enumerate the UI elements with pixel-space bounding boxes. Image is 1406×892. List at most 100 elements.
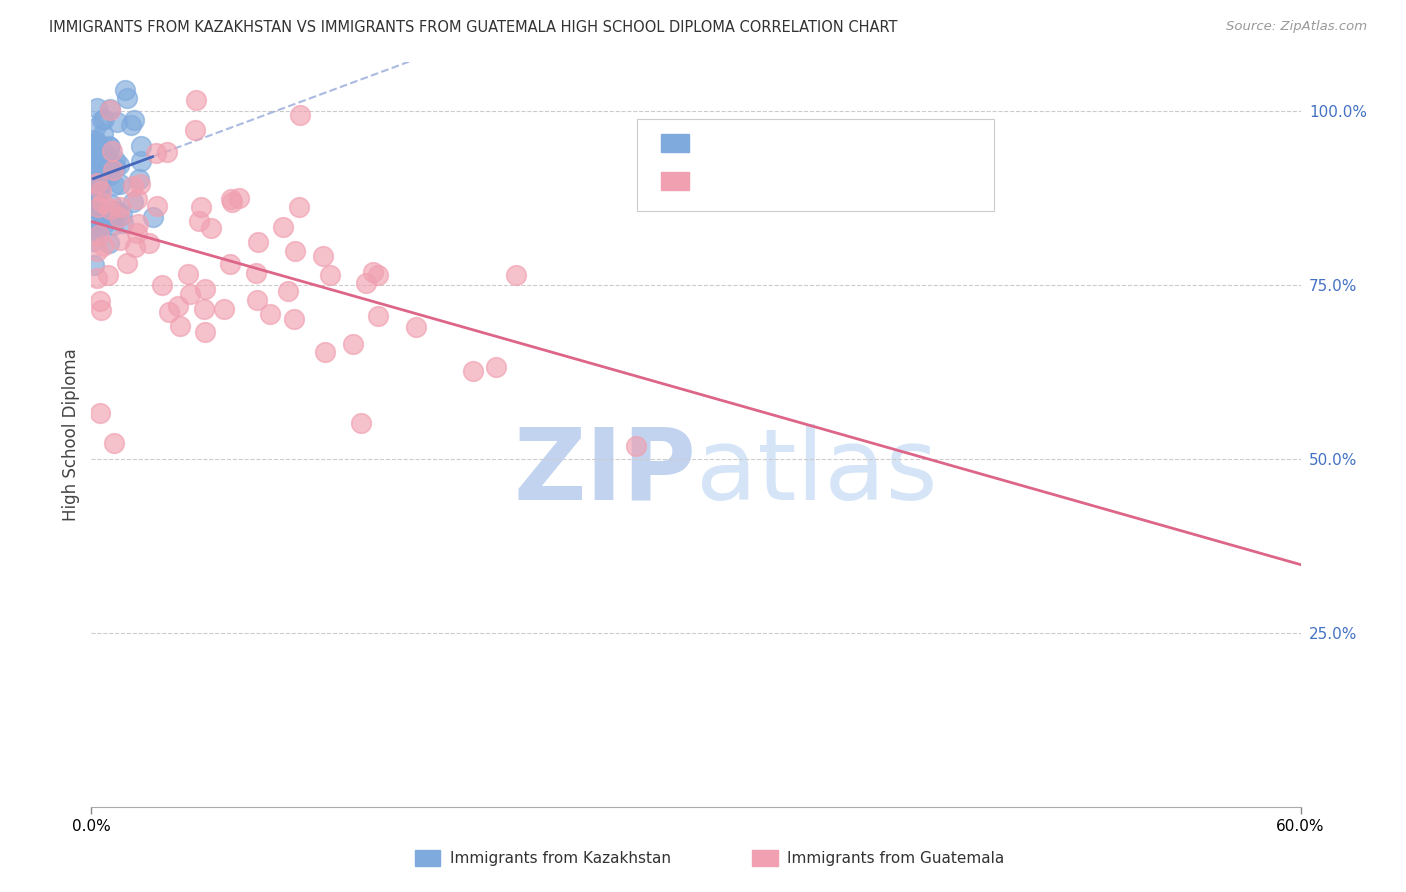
Point [108, 200, 131, 214]
Point [179, 286, 201, 301]
Point [221, 192, 243, 206]
Point [129, 139, 152, 153]
Point [138, 235, 160, 250]
Point [93, 146, 115, 161]
Point [128, 172, 150, 186]
Point [84, 173, 107, 187]
Point [86, 192, 108, 206]
Point [91, 127, 114, 141]
Point [245, 266, 267, 280]
Point [626, 439, 648, 453]
Point [108, 211, 131, 225]
Point [177, 267, 200, 281]
Point [367, 268, 389, 282]
Point [82, 178, 104, 193]
Point [98, 168, 121, 182]
Point [89, 407, 111, 421]
Text: Immigrants from Kazakhstan: Immigrants from Kazakhstan [450, 851, 671, 865]
Point [82, 163, 104, 178]
Point [405, 319, 427, 334]
Point [290, 108, 312, 122]
Point [98, 103, 121, 117]
Point [86, 270, 108, 285]
Point [141, 210, 163, 224]
Text: R =: R = [700, 172, 740, 190]
Point [82, 234, 104, 248]
Point [91, 112, 114, 127]
Point [82, 202, 104, 216]
Point [319, 268, 342, 282]
Point [129, 178, 152, 192]
Point [83, 194, 105, 208]
Point [87, 154, 110, 169]
Point [461, 364, 484, 378]
Point [82, 156, 104, 170]
Point [84, 191, 107, 205]
Point [83, 138, 105, 153]
Point [194, 282, 217, 296]
Point [91, 239, 114, 253]
Point [94, 154, 117, 169]
Point [82, 212, 104, 227]
Y-axis label: High School Diploma: High School Diploma [62, 349, 80, 521]
Text: IMMIGRANTS FROM KAZAKHSTAN VS IMMIGRANTS FROM GUATEMALA HIGH SCHOOL DIPLOMA CORR: IMMIGRANTS FROM KAZAKHSTAN VS IMMIGRANTS… [49, 20, 897, 35]
Point [83, 186, 105, 201]
Point [214, 302, 236, 317]
Point [101, 218, 124, 232]
Point [105, 115, 128, 129]
Point [83, 185, 105, 199]
Point [90, 155, 112, 169]
Point [89, 169, 111, 184]
Text: Immigrants from Guatemala: Immigrants from Guatemala [787, 851, 1005, 865]
Text: 74: 74 [848, 172, 870, 190]
Point [103, 178, 125, 192]
Point [83, 184, 105, 198]
Point [127, 226, 149, 240]
Point [246, 235, 269, 249]
Text: R =: R = [700, 134, 740, 152]
Point [98, 139, 121, 153]
Point [288, 200, 311, 214]
Point [193, 301, 215, 316]
Point [87, 228, 110, 243]
Point [188, 214, 211, 228]
Point [103, 436, 125, 450]
Point [82, 161, 104, 175]
Point [314, 345, 336, 359]
Point [86, 135, 108, 149]
Point [111, 208, 134, 222]
Point [86, 148, 108, 162]
Point [125, 192, 148, 206]
Point [86, 176, 108, 190]
Point [86, 156, 108, 170]
Text: Source: ZipAtlas.com: Source: ZipAtlas.com [1226, 20, 1367, 33]
Point [84, 199, 107, 213]
Point [145, 145, 167, 160]
Point [83, 156, 105, 170]
Point [363, 265, 385, 279]
Point [112, 216, 135, 230]
Point [104, 153, 127, 167]
Text: -0.491: -0.491 [742, 172, 800, 190]
Point [312, 249, 335, 263]
Point [110, 233, 132, 247]
Point [83, 258, 105, 272]
Point [93, 167, 115, 181]
Point [105, 203, 128, 218]
Point [485, 359, 508, 374]
Point [246, 293, 269, 307]
Point [86, 185, 108, 199]
Point [342, 337, 364, 351]
Text: N =: N = [806, 134, 858, 152]
Point [90, 207, 112, 221]
Point [90, 185, 112, 199]
Point [90, 158, 112, 172]
Point [97, 158, 120, 172]
Point [167, 299, 190, 313]
Point [146, 199, 169, 213]
Point [84, 149, 107, 163]
Text: atlas: atlas [696, 424, 938, 521]
Point [271, 220, 294, 235]
Point [83, 194, 105, 209]
Point [350, 416, 373, 430]
